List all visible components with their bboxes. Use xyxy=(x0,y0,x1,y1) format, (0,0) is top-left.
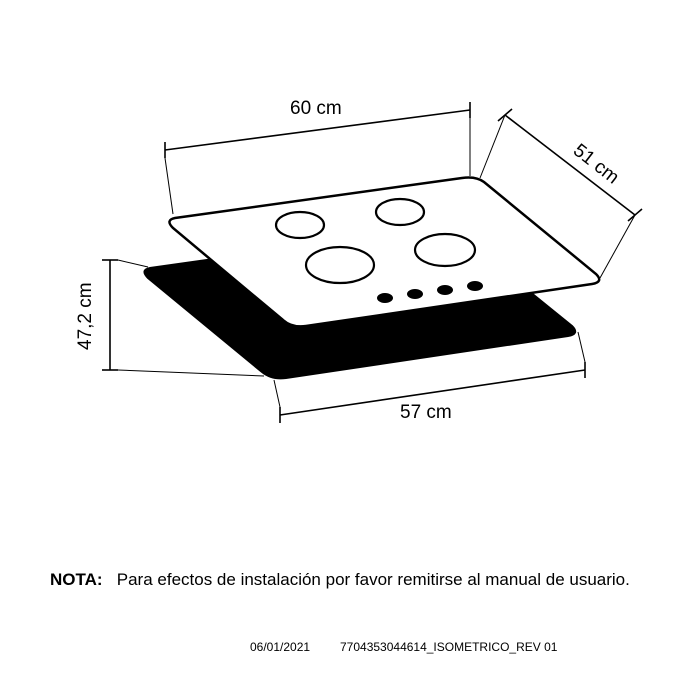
burner-front-left xyxy=(306,247,374,283)
note-bold: NOTA: xyxy=(50,570,103,589)
label-top-width: 60 cm xyxy=(290,98,342,120)
footer-code: 7704353044614_ISOMETRICO_REV 01 xyxy=(340,640,557,654)
burner-back-left xyxy=(276,212,324,238)
isometric-drawing xyxy=(0,0,700,520)
diagram-canvas: 60 cm 51 cm 47,2 cm 57 cm NOTA: Para efe… xyxy=(0,0,700,700)
installation-note: NOTA: Para efectos de instalación por fa… xyxy=(50,570,630,590)
knob-2 xyxy=(407,289,423,299)
footer-date: 06/01/2021 xyxy=(250,640,310,654)
note-text: Para efectos de instalación por favor re… xyxy=(117,570,630,589)
label-bottom-base: 57 cm xyxy=(400,402,452,424)
burner-back-right xyxy=(376,199,424,225)
knob-1 xyxy=(377,293,393,303)
knob-3 xyxy=(437,285,453,295)
label-left-base: 47,2 cm xyxy=(75,282,97,350)
burner-front-right xyxy=(415,234,475,266)
knob-4 xyxy=(467,281,483,291)
